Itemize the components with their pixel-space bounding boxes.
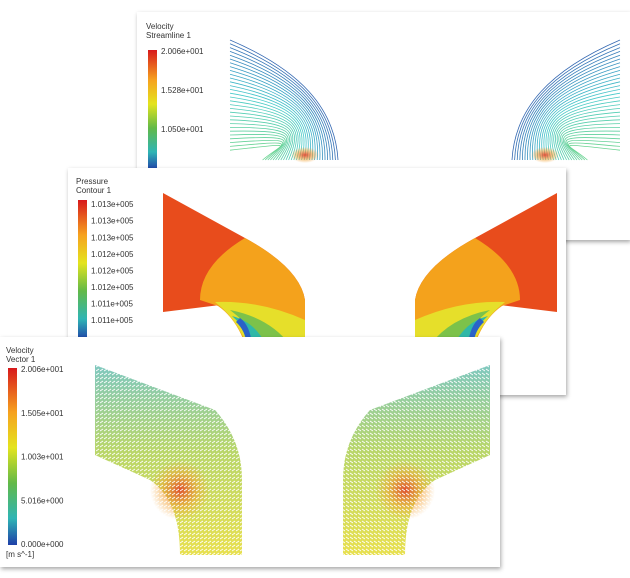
- legend-bar: [8, 368, 17, 545]
- hot-spot: [291, 147, 319, 163]
- legend-label: 1.528e+001: [161, 86, 204, 95]
- streamline: [229, 73, 316, 161]
- streamline: [561, 127, 621, 161]
- streamline: [558, 119, 621, 161]
- streamline: [536, 77, 621, 161]
- streamline: [229, 137, 285, 161]
- hot-spot: [531, 147, 559, 163]
- streamline: [229, 43, 336, 161]
- legend-label: 1.011e+005: [91, 300, 133, 309]
- streamline: [556, 115, 621, 161]
- streamline: [514, 43, 621, 161]
- streamline: [519, 51, 621, 161]
- streamline: [564, 134, 621, 161]
- streamline: [529, 66, 621, 161]
- streamline: [562, 130, 621, 161]
- panel-subtitle: Streamline 1: [146, 31, 191, 40]
- streamlines: [229, 39, 621, 163]
- legend-label: 2.006e+001: [161, 47, 204, 56]
- legend-label: 0.000e+000: [21, 540, 64, 549]
- streamline: [229, 142, 282, 161]
- streamline: [569, 145, 621, 161]
- vector-panel: Velocity Vector 1 [m s^-1] 2.006e+001 1.5…: [0, 337, 500, 567]
- panel-subtitle: Contour 1: [76, 186, 112, 195]
- legend-label: 1.050e+001: [161, 125, 204, 134]
- streamline: [566, 139, 621, 161]
- streamline: [555, 111, 621, 161]
- streamline: [229, 58, 326, 161]
- streamline: [511, 39, 621, 161]
- legend-label: 1.013e+005: [91, 217, 134, 226]
- streamline: [229, 111, 295, 161]
- legend-label: 1.013e+005: [91, 233, 134, 242]
- panel-title: Velocity: [6, 346, 34, 355]
- streamline: [229, 134, 286, 161]
- legend-label: 2.006e+001: [21, 365, 64, 374]
- legend-unit: [m s^-1]: [6, 550, 34, 559]
- streamline: [229, 123, 291, 161]
- panel-subtitle: Vector 1: [6, 355, 36, 364]
- streamline: [534, 73, 621, 161]
- streamline: [229, 145, 281, 161]
- streamline: [559, 123, 621, 161]
- streamline: [521, 54, 621, 161]
- legend-label: 1.011e+005: [91, 316, 133, 325]
- streamline: [527, 62, 621, 161]
- streamline: [524, 58, 621, 161]
- legend-label: 1.012e+005: [91, 266, 134, 275]
- panel-title: Pressure: [76, 177, 109, 186]
- legend-label: 1.505e+001: [21, 409, 64, 418]
- streamline: [532, 70, 621, 161]
- panel-title: Velocity: [146, 22, 174, 31]
- streamline: [565, 137, 621, 161]
- streamline: [229, 130, 288, 161]
- streamline: [229, 54, 329, 161]
- streamline: [229, 127, 289, 161]
- streamline: [229, 139, 284, 161]
- streamline: [229, 47, 334, 161]
- legend-label: 1.013e+005: [91, 200, 134, 209]
- legend-label: 1.012e+005: [91, 250, 134, 259]
- streamline: [516, 47, 621, 161]
- streamline: [229, 77, 314, 161]
- legend-label: 1.003e+001: [21, 453, 64, 462]
- streamline: [229, 115, 294, 161]
- streamline: [229, 51, 331, 161]
- legend-label: 1.012e+005: [91, 283, 134, 292]
- legend-bar: [148, 50, 157, 170]
- streamline: [229, 119, 292, 161]
- streamline: [229, 62, 323, 161]
- streamline: [229, 66, 321, 161]
- legend-bar: [78, 200, 87, 340]
- legend-label: 5.016e+000: [21, 496, 64, 505]
- streamline: [229, 39, 339, 161]
- vector-field-left: [95, 365, 242, 555]
- streamline: [568, 142, 621, 161]
- streamline: [229, 70, 318, 161]
